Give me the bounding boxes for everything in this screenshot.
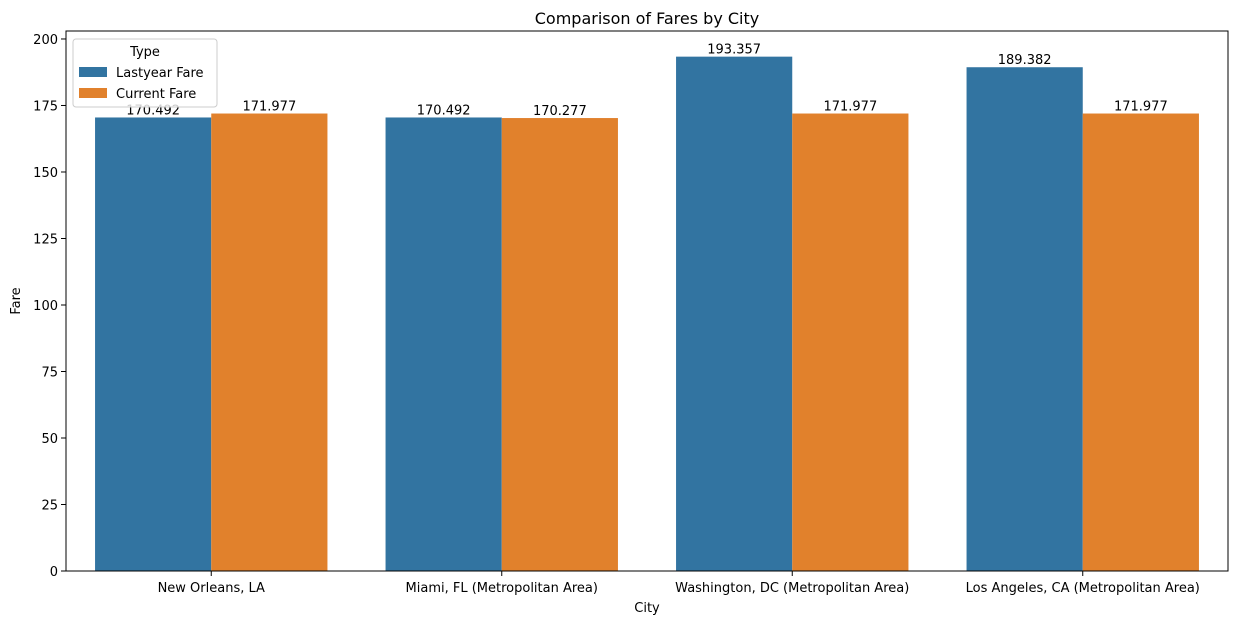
- y-tick-label-5: 125: [33, 232, 58, 247]
- bar-lastyear-1: [385, 117, 502, 571]
- legend-swatch-current: [79, 88, 107, 98]
- y-tick-label-8: 200: [33, 33, 58, 48]
- legend-swatch-lastyear: [79, 67, 107, 77]
- data-label-lastyear-1: 170.492: [417, 103, 471, 118]
- y-tick-label-0: 0: [50, 565, 58, 580]
- bars-layer: [95, 56, 1199, 572]
- bar-current-2: [792, 113, 909, 572]
- x-tick-label-1: Miami, FL (Metropolitan Area): [406, 581, 598, 596]
- bar-lastyear-0: [95, 117, 212, 571]
- x-tick-label-3: Los Angeles, CA (Metropolitan Area): [966, 581, 1200, 596]
- legend-label-lastyear: Lastyear Fare: [116, 66, 204, 81]
- bar-current-3: [1082, 113, 1199, 572]
- legend-box: [72, 38, 218, 108]
- data-label-current-0: 171.977: [242, 100, 296, 115]
- data-labels-layer: 170.492 171.977 170.492 170.277193.357171.9…: [126, 43, 1167, 119]
- axes-layer: [65, 30, 1229, 572]
- data-label-lastyear-3: 189.382: [998, 53, 1052, 68]
- bar-current-0: [211, 113, 328, 572]
- y-tick-label-2: 50: [41, 432, 58, 447]
- legend-label-current: Current Fare: [116, 87, 196, 102]
- legend: Type Lastyear Fare Current Fare: [72, 38, 218, 108]
- y-tick-label-6: 150: [33, 166, 58, 181]
- y-tick-label-1: 25: [41, 498, 58, 513]
- bar-current-1: [501, 118, 618, 572]
- y-tick-label-7: 175: [33, 99, 58, 114]
- y-axis-label: Fare: [9, 287, 24, 314]
- data-label-lastyear-2: 193.357: [707, 43, 761, 58]
- bar-lastyear-3: [966, 67, 1083, 571]
- x-tick-label-0: New Orleans, LA: [158, 581, 265, 596]
- legend-title: Type: [129, 45, 160, 60]
- y-tick-label-3: 75: [41, 365, 58, 380]
- x-tick-label-2: Washington, DC (Metropolitan Area): [675, 581, 909, 596]
- bar-lastyear-2: [676, 56, 793, 572]
- chart-title: Comparison of Fares by City: [535, 9, 760, 28]
- y-axis-ticks: 0 25 50 75 100 125 150 175 200: [33, 33, 66, 580]
- y-tick-label-4: 100: [33, 299, 58, 314]
- data-label-current-2: 171.977: [823, 100, 877, 115]
- data-label-current-3: 171.977: [1114, 100, 1168, 115]
- x-axis-ticks: New Orleans, LA Miami, FL (Metropolitan A…: [158, 571, 1200, 596]
- data-label-current-1: 170.277: [533, 104, 587, 119]
- x-axis-label: City: [634, 601, 660, 616]
- plot-frame: [65, 30, 1229, 572]
